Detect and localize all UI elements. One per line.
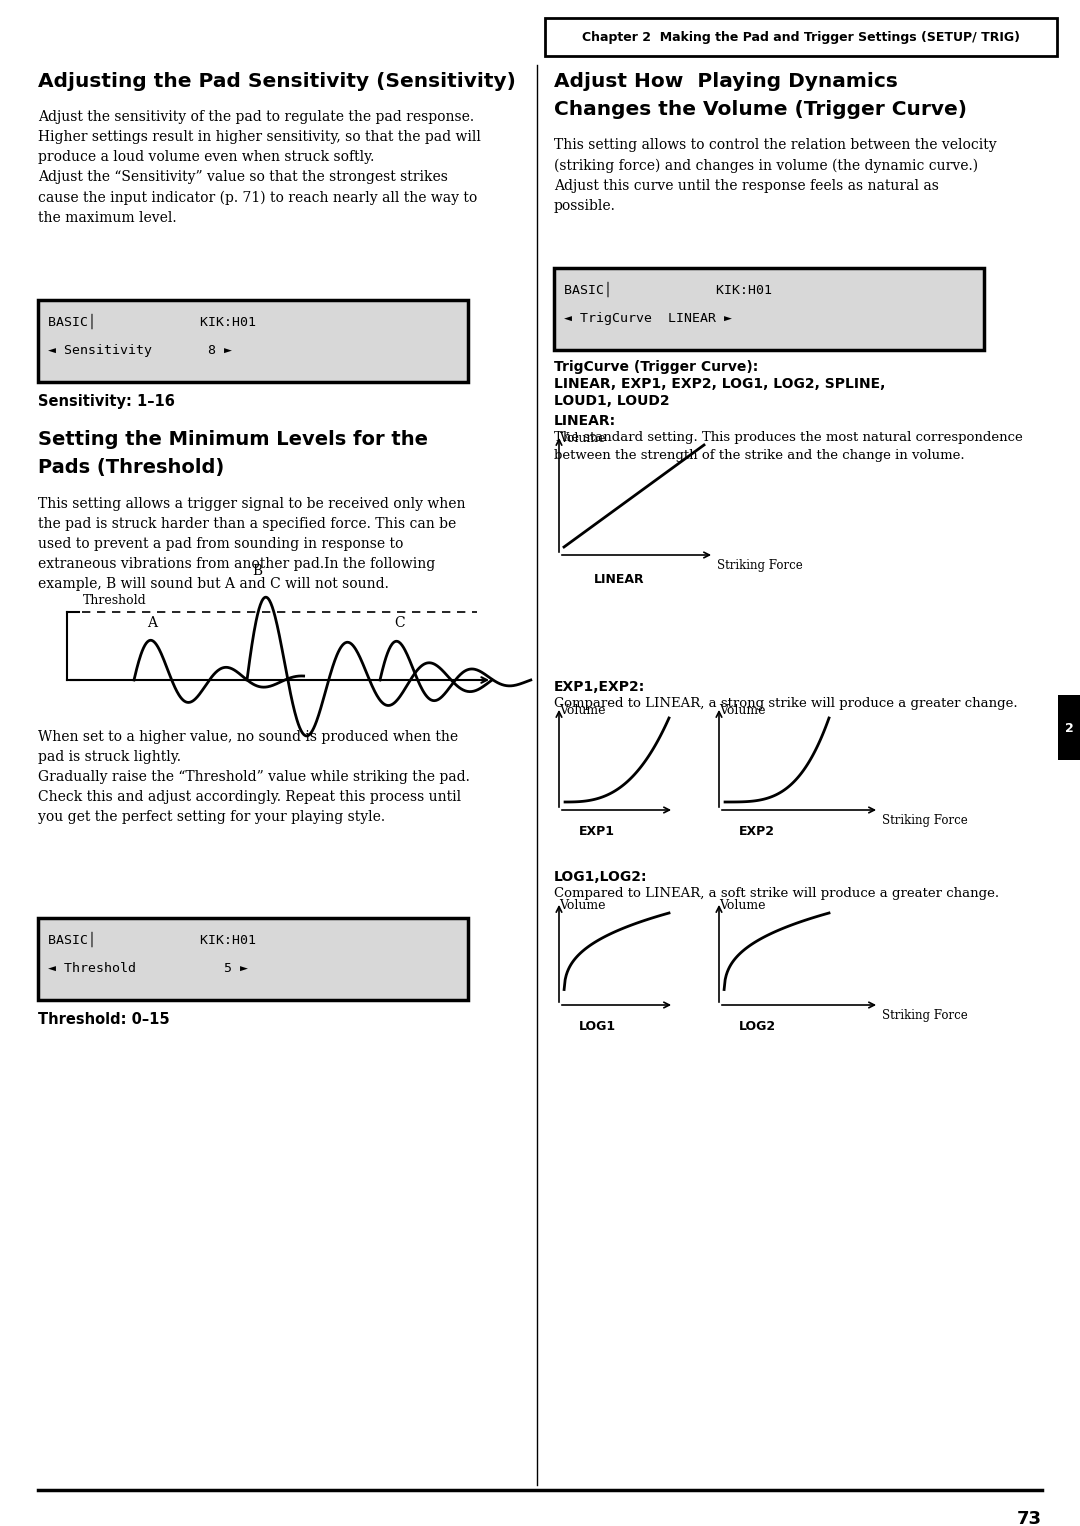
Text: Sensitivity: 1–16: Sensitivity: 1–16 bbox=[38, 394, 175, 409]
Text: Chapter 2  Making the Pad and Trigger Settings (SETUP/ TRIG): Chapter 2 Making the Pad and Trigger Set… bbox=[582, 31, 1020, 44]
Text: Volume: Volume bbox=[559, 703, 606, 717]
Text: The standard setting. This produces the most natural correspondence
between the : The standard setting. This produces the … bbox=[554, 430, 1023, 462]
Text: 2: 2 bbox=[1065, 722, 1074, 734]
Text: Volume: Volume bbox=[559, 432, 606, 446]
Text: Volume: Volume bbox=[559, 899, 606, 913]
Bar bbox=[1058, 694, 1080, 760]
Text: LINEAR:: LINEAR: bbox=[554, 414, 616, 427]
Text: LOUD1, LOUD2: LOUD1, LOUD2 bbox=[554, 394, 670, 407]
Text: ◄ TrigCurve  LINEAR ►: ◄ TrigCurve LINEAR ► bbox=[564, 311, 732, 325]
Bar bbox=[545, 18, 1057, 56]
Text: Adjust the sensitivity of the pad to regulate the pad response.
Higher settings : Adjust the sensitivity of the pad to reg… bbox=[38, 110, 481, 224]
Text: EXP1: EXP1 bbox=[579, 826, 615, 838]
Text: When set to a higher value, no sound is produced when the
pad is struck lightly.: When set to a higher value, no sound is … bbox=[38, 729, 470, 824]
Text: LOG1: LOG1 bbox=[579, 1019, 616, 1033]
Text: C: C bbox=[394, 617, 405, 630]
Text: Adjusting the Pad Sensitivity (Sensitivity): Adjusting the Pad Sensitivity (Sensitivi… bbox=[38, 72, 516, 92]
Text: Volume: Volume bbox=[719, 899, 766, 913]
Text: Setting the Minimum Levels for the: Setting the Minimum Levels for the bbox=[38, 430, 428, 449]
Text: 73: 73 bbox=[1017, 1511, 1042, 1526]
Text: Compared to LINEAR, a soft strike will produce a greater change.: Compared to LINEAR, a soft strike will p… bbox=[554, 887, 999, 900]
Text: LINEAR, EXP1, EXP2, LOG1, LOG2, SPLINE,: LINEAR, EXP1, EXP2, LOG1, LOG2, SPLINE, bbox=[554, 377, 886, 391]
Text: BASIC│             KIK:H01: BASIC│ KIK:H01 bbox=[48, 932, 256, 948]
Text: LOG2: LOG2 bbox=[739, 1019, 777, 1033]
Bar bbox=[38, 301, 468, 382]
Text: Striking Force: Striking Force bbox=[717, 559, 802, 572]
Text: A: A bbox=[147, 617, 157, 630]
Text: ◄ Threshold           5 ►: ◄ Threshold 5 ► bbox=[48, 961, 248, 975]
Text: Threshold: 0–15: Threshold: 0–15 bbox=[38, 1012, 170, 1027]
Text: Changes the Volume (Trigger Curve): Changes the Volume (Trigger Curve) bbox=[554, 101, 967, 119]
Text: BASIC│             KIK:H01: BASIC│ KIK:H01 bbox=[48, 314, 256, 330]
Text: Adjust How  Playing Dynamics: Adjust How Playing Dynamics bbox=[554, 72, 897, 92]
Text: Volume: Volume bbox=[719, 703, 766, 717]
Text: Striking Force: Striking Force bbox=[882, 813, 968, 827]
Text: Pads (Threshold): Pads (Threshold) bbox=[38, 458, 225, 478]
Text: BASIC│             KIK:H01: BASIC│ KIK:H01 bbox=[564, 282, 772, 298]
Text: This setting allows to control the relation between the velocity
(striking force: This setting allows to control the relat… bbox=[554, 137, 997, 212]
Text: B: B bbox=[252, 565, 262, 578]
Text: ◄ Sensitivity       8 ►: ◄ Sensitivity 8 ► bbox=[48, 343, 232, 357]
Bar bbox=[38, 919, 468, 1000]
Text: Compared to LINEAR, a strong strike will produce a greater change.: Compared to LINEAR, a strong strike will… bbox=[554, 697, 1017, 710]
Text: LINEAR: LINEAR bbox=[594, 572, 645, 586]
Text: EXP1,EXP2:: EXP1,EXP2: bbox=[554, 681, 645, 694]
Text: LOG1,LOG2:: LOG1,LOG2: bbox=[554, 870, 648, 884]
Bar bbox=[554, 269, 984, 349]
Text: Striking Force: Striking Force bbox=[882, 1009, 968, 1022]
Text: Threshold: Threshold bbox=[83, 594, 147, 607]
Text: This setting allows a trigger signal to be received only when
the pad is struck : This setting allows a trigger signal to … bbox=[38, 497, 465, 591]
Text: TrigCurve (Trigger Curve):: TrigCurve (Trigger Curve): bbox=[554, 360, 758, 374]
Text: EXP2: EXP2 bbox=[739, 826, 775, 838]
